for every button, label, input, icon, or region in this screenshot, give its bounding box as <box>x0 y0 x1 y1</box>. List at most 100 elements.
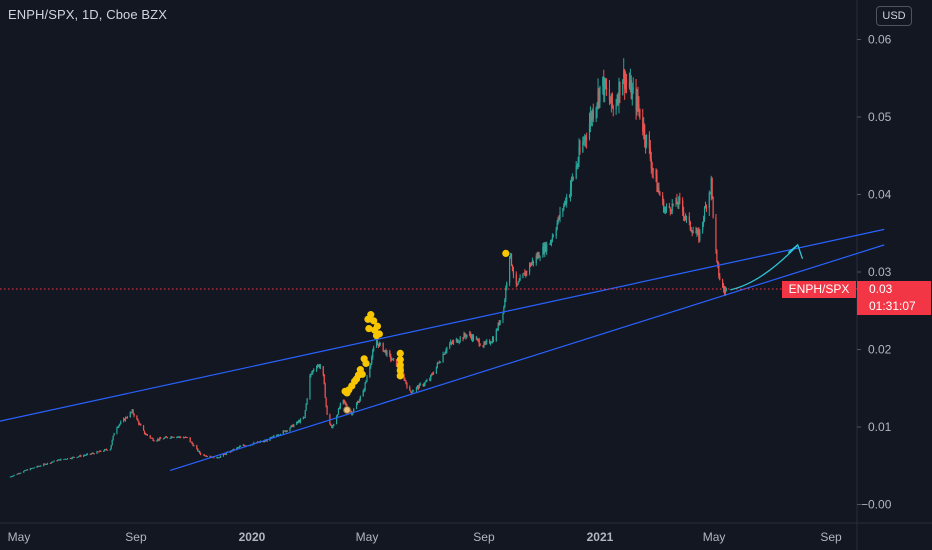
x-tick-label: May <box>8 530 31 544</box>
candle-body <box>238 447 240 448</box>
candle-body <box>333 424 335 426</box>
candle-body <box>644 125 646 140</box>
candle-body <box>217 457 219 458</box>
candle-body <box>305 403 307 411</box>
candle-body <box>277 435 279 437</box>
candle-body <box>299 419 302 423</box>
candle-body <box>96 451 98 454</box>
candle-body <box>466 334 468 337</box>
candle-body <box>20 472 22 474</box>
candle-body <box>524 272 526 276</box>
candle-body <box>289 427 291 431</box>
candle-body <box>372 351 374 358</box>
candle-body <box>684 217 687 219</box>
candle-body <box>679 197 681 201</box>
candle-body <box>510 253 513 266</box>
candle-body <box>356 402 359 404</box>
candle-body <box>239 445 242 447</box>
candle-body <box>431 374 433 376</box>
candle-body <box>656 175 658 192</box>
candle-body <box>163 437 166 439</box>
candle-body <box>26 469 29 471</box>
candle-body <box>630 79 632 99</box>
candle-body <box>326 405 328 415</box>
candle-body <box>350 410 352 412</box>
candle-body <box>355 403 358 410</box>
candle-body <box>591 110 593 121</box>
candle-body <box>178 436 180 438</box>
candle-body <box>405 380 407 384</box>
candle-body <box>131 409 133 413</box>
candle-body <box>378 343 380 347</box>
candle-body <box>109 449 111 451</box>
candle-body <box>412 391 414 393</box>
candle-body <box>262 441 264 443</box>
candle-body <box>36 466 38 468</box>
candle-body <box>197 448 199 452</box>
candle-body <box>359 396 361 400</box>
candle-body <box>588 122 591 139</box>
candle-body <box>277 435 280 436</box>
candle-body <box>611 93 613 107</box>
candle-body <box>270 437 272 439</box>
candle-body <box>124 417 127 421</box>
currency-button[interactable]: USD <box>876 6 912 26</box>
candle-body <box>409 387 411 391</box>
annotation-dot <box>370 317 378 325</box>
candle-body <box>586 138 588 140</box>
candle-body <box>310 373 312 376</box>
candle-body <box>244 445 246 447</box>
candle-body <box>579 147 581 152</box>
candle-body <box>23 470 25 473</box>
candle-body <box>575 166 577 179</box>
candle-body <box>465 335 467 337</box>
candle-body <box>224 453 226 455</box>
candle-body <box>629 79 631 88</box>
candle-body <box>546 244 548 252</box>
candle-body <box>106 449 109 451</box>
candle-body <box>119 423 121 426</box>
candle-body <box>659 191 661 196</box>
x-tick-label: May <box>703 530 726 544</box>
candle-body <box>638 104 640 109</box>
candle-body <box>509 253 512 257</box>
candle-body <box>384 350 386 352</box>
candle-body <box>582 141 584 152</box>
candle-body <box>139 424 141 425</box>
candle-body <box>253 442 255 444</box>
candle-body <box>16 474 18 475</box>
candle-body <box>51 461 53 463</box>
candle-body <box>118 425 120 428</box>
candle-body <box>671 203 673 212</box>
candle-body <box>29 468 32 471</box>
candle-body <box>76 457 78 459</box>
candle-body <box>717 260 719 266</box>
symbol-price-label: ENPH/SPX <box>782 281 856 298</box>
candle-body <box>704 205 707 209</box>
candle-body <box>664 210 666 212</box>
candle-body <box>415 387 418 391</box>
candle-body <box>528 264 531 273</box>
candle-body <box>311 372 313 374</box>
candle-body <box>498 322 500 325</box>
candle-body <box>86 453 89 455</box>
candle-body <box>379 343 381 344</box>
candle-body <box>293 424 295 427</box>
candle-body <box>724 289 727 293</box>
candle-body <box>64 458 67 460</box>
candle-body <box>317 365 320 366</box>
candle-body <box>304 410 306 417</box>
candle-body <box>451 342 453 343</box>
candle-body <box>443 354 445 356</box>
candle-body <box>446 347 448 351</box>
candle-body <box>568 195 571 197</box>
candle-body <box>475 338 477 340</box>
candle-body <box>404 379 406 381</box>
candle-body <box>450 342 452 345</box>
candle-body <box>276 435 278 437</box>
candle-body <box>709 192 711 194</box>
candle-body <box>266 440 268 441</box>
candle-body <box>570 178 573 189</box>
candle-body <box>637 95 639 105</box>
